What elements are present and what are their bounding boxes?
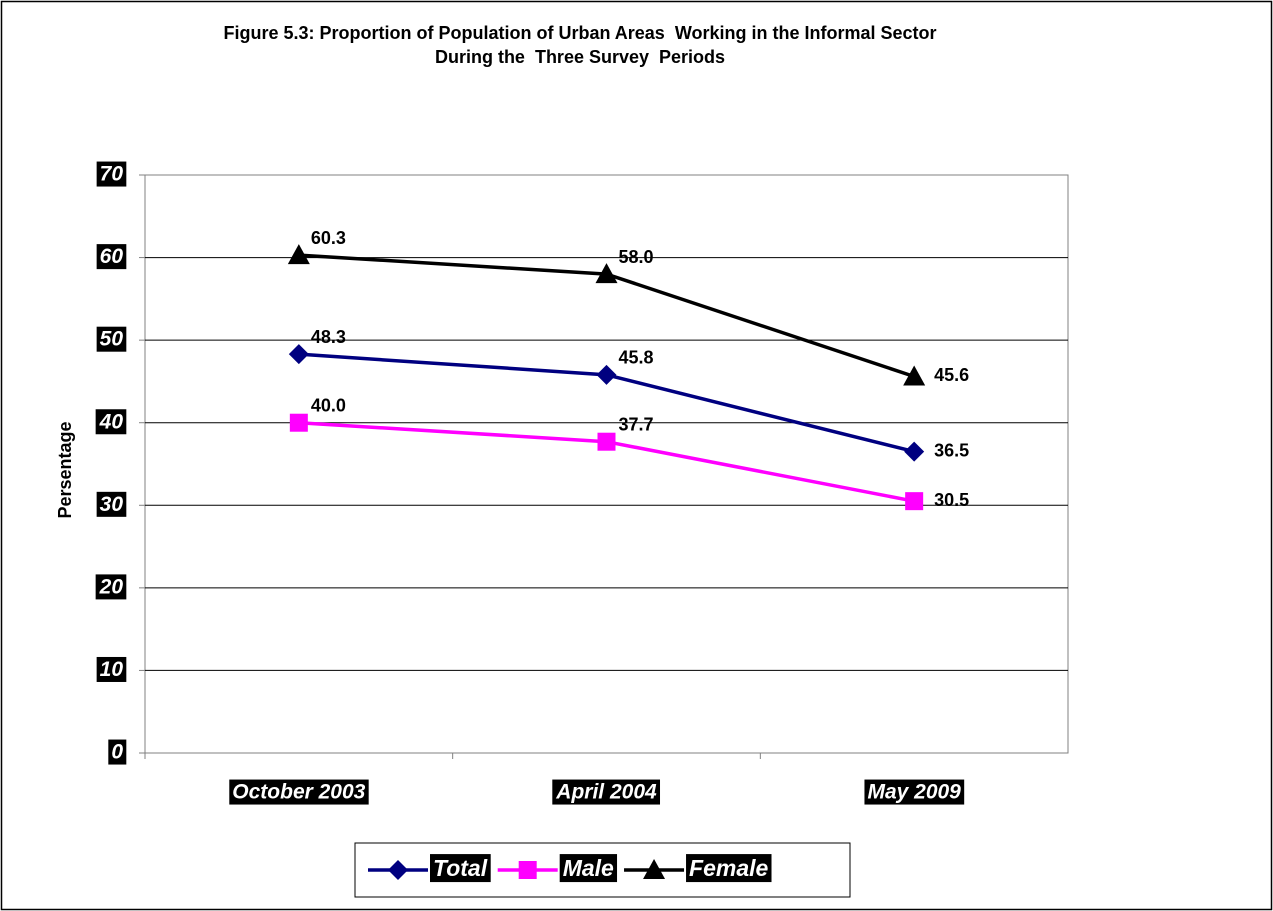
marker [518,861,537,879]
legend-label: Female [689,855,768,881]
y-tick-label: 0 [111,741,123,764]
marker [596,364,617,385]
label-bg [95,574,127,600]
label-bg [686,854,772,883]
label-bg [552,779,661,805]
legend-label: Male [563,855,614,881]
marker [388,860,408,880]
marker [287,244,310,265]
data-label: 37.7 [619,414,654,434]
marker [288,344,309,365]
label-bg [96,326,127,352]
label-bg [95,409,127,435]
marker [903,365,926,386]
y-tick-label: 40 [99,410,124,433]
data-label: 48.3 [311,327,346,347]
data-label: 45.8 [619,348,654,368]
data-label: 58.0 [619,247,654,267]
marker [643,859,666,879]
x-tick-label: April 2004 [555,781,657,804]
data-label: 45.6 [934,365,969,385]
y-tick-label: 20 [99,575,124,598]
legend-label: Total [433,855,488,881]
y-tick-label: 60 [100,245,124,268]
label-bg [108,739,127,765]
y-tick-label: 50 [100,328,124,351]
marker [597,432,616,451]
marker [289,413,308,432]
plot-area [144,174,1069,754]
marker [904,441,925,462]
y-tick-label: 70 [100,163,124,186]
y-tick-label: 10 [100,658,124,681]
chart-title: Figure 5.3: Proportion of Population of … [223,23,936,43]
data-label: 30.5 [934,490,969,510]
label-bg [430,854,491,883]
label-bg [96,656,127,682]
y-axis-label: Persentage [55,421,75,518]
data-label: 40.0 [311,395,346,415]
label-bg [96,491,127,517]
label-bg [96,161,127,187]
data-label: 60.3 [311,228,346,248]
x-tick-label: October 2003 [232,781,365,804]
label-bg [96,244,127,270]
label-bg [864,779,965,805]
label-bg [229,779,369,805]
marker [905,492,924,511]
chart-title: During the Three Survey Periods [435,47,725,67]
x-tick-label: May 2009 [867,781,961,804]
marker [595,263,618,284]
data-label: 36.5 [934,440,969,460]
label-bg [559,854,618,883]
y-tick-label: 30 [100,493,124,516]
